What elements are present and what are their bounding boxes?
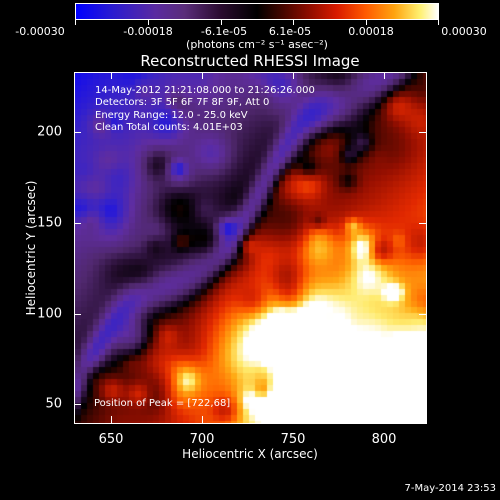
colorbar-tick-label: -0.00030 bbox=[15, 25, 65, 38]
x-axis-tick-label: 700 bbox=[189, 432, 215, 447]
colorbar-tick-label: -0.00018 bbox=[123, 25, 173, 38]
y-axis-tick-label: 150 bbox=[37, 215, 62, 231]
y-axis-tick bbox=[74, 404, 81, 405]
clean-counts-text: Clean Total counts: 4.01E+03 bbox=[95, 122, 243, 133]
peak-position-text: Position of Peak = [722,68] bbox=[94, 398, 231, 409]
x-axis-tick bbox=[384, 416, 385, 423]
energy-range-text: Energy Range: 12.0 - 25.0 keV bbox=[95, 110, 248, 121]
y-axis-tick bbox=[74, 223, 81, 224]
y-axis-tick-label: 50 bbox=[45, 396, 62, 412]
x-axis-tick bbox=[293, 72, 294, 79]
colorbar-tick bbox=[221, 20, 222, 25]
x-axis-tick-label: 650 bbox=[98, 432, 124, 447]
plot-title: Reconstructed RHESSI Image bbox=[140, 52, 360, 70]
x-axis-tick-label: 800 bbox=[371, 432, 397, 447]
y-axis-tick bbox=[419, 404, 426, 405]
x-axis-tick bbox=[202, 72, 203, 79]
colorbar-tick bbox=[148, 20, 149, 25]
colorbar-tick-label: 6.1e-05 bbox=[268, 25, 312, 38]
y-axis-tick bbox=[419, 314, 426, 315]
y-axis-tick bbox=[419, 132, 426, 133]
x-axis-title: Heliocentric X (arcsec) bbox=[182, 447, 318, 461]
x-axis-tick bbox=[111, 72, 112, 79]
y-axis-tick bbox=[74, 132, 81, 133]
image-plot-area bbox=[74, 72, 427, 424]
y-axis-tick bbox=[419, 223, 426, 224]
heatmap-image bbox=[75, 73, 426, 423]
colorbar-tick bbox=[366, 20, 367, 25]
colorbar-tick bbox=[75, 20, 76, 25]
colorbar-tick-label: 0.00030 bbox=[441, 25, 487, 38]
colorbar-tick bbox=[438, 20, 439, 25]
time-range-text: 14-May-2012 21:21:08.000 to 21:26:26.000 bbox=[95, 85, 315, 96]
x-axis-tick bbox=[384, 72, 385, 79]
colorbar-tick-label: 0.00018 bbox=[348, 25, 394, 38]
date-stamp: 7-May-2014 23:53 bbox=[404, 483, 496, 494]
y-axis-tick-label: 100 bbox=[37, 306, 62, 322]
colorbar-tick bbox=[293, 20, 294, 25]
x-axis-tick bbox=[202, 416, 203, 423]
y-axis-tick-label: 200 bbox=[37, 124, 62, 140]
colorbar bbox=[75, 3, 439, 20]
colorbar-tick-label: -6.1e-05 bbox=[200, 25, 248, 38]
x-axis-tick bbox=[293, 416, 294, 423]
x-axis-tick-label: 750 bbox=[280, 432, 306, 447]
colorbar-units: (photons cm⁻² s⁻¹ asec⁻²) bbox=[186, 38, 328, 51]
detectors-text: Detectors: 3F 5F 6F 7F 8F 9F, Att 0 bbox=[95, 97, 270, 108]
x-axis-tick bbox=[111, 416, 112, 423]
y-axis-tick bbox=[74, 314, 81, 315]
y-axis-title: Heliocentric Y (arcsec) bbox=[24, 180, 38, 316]
